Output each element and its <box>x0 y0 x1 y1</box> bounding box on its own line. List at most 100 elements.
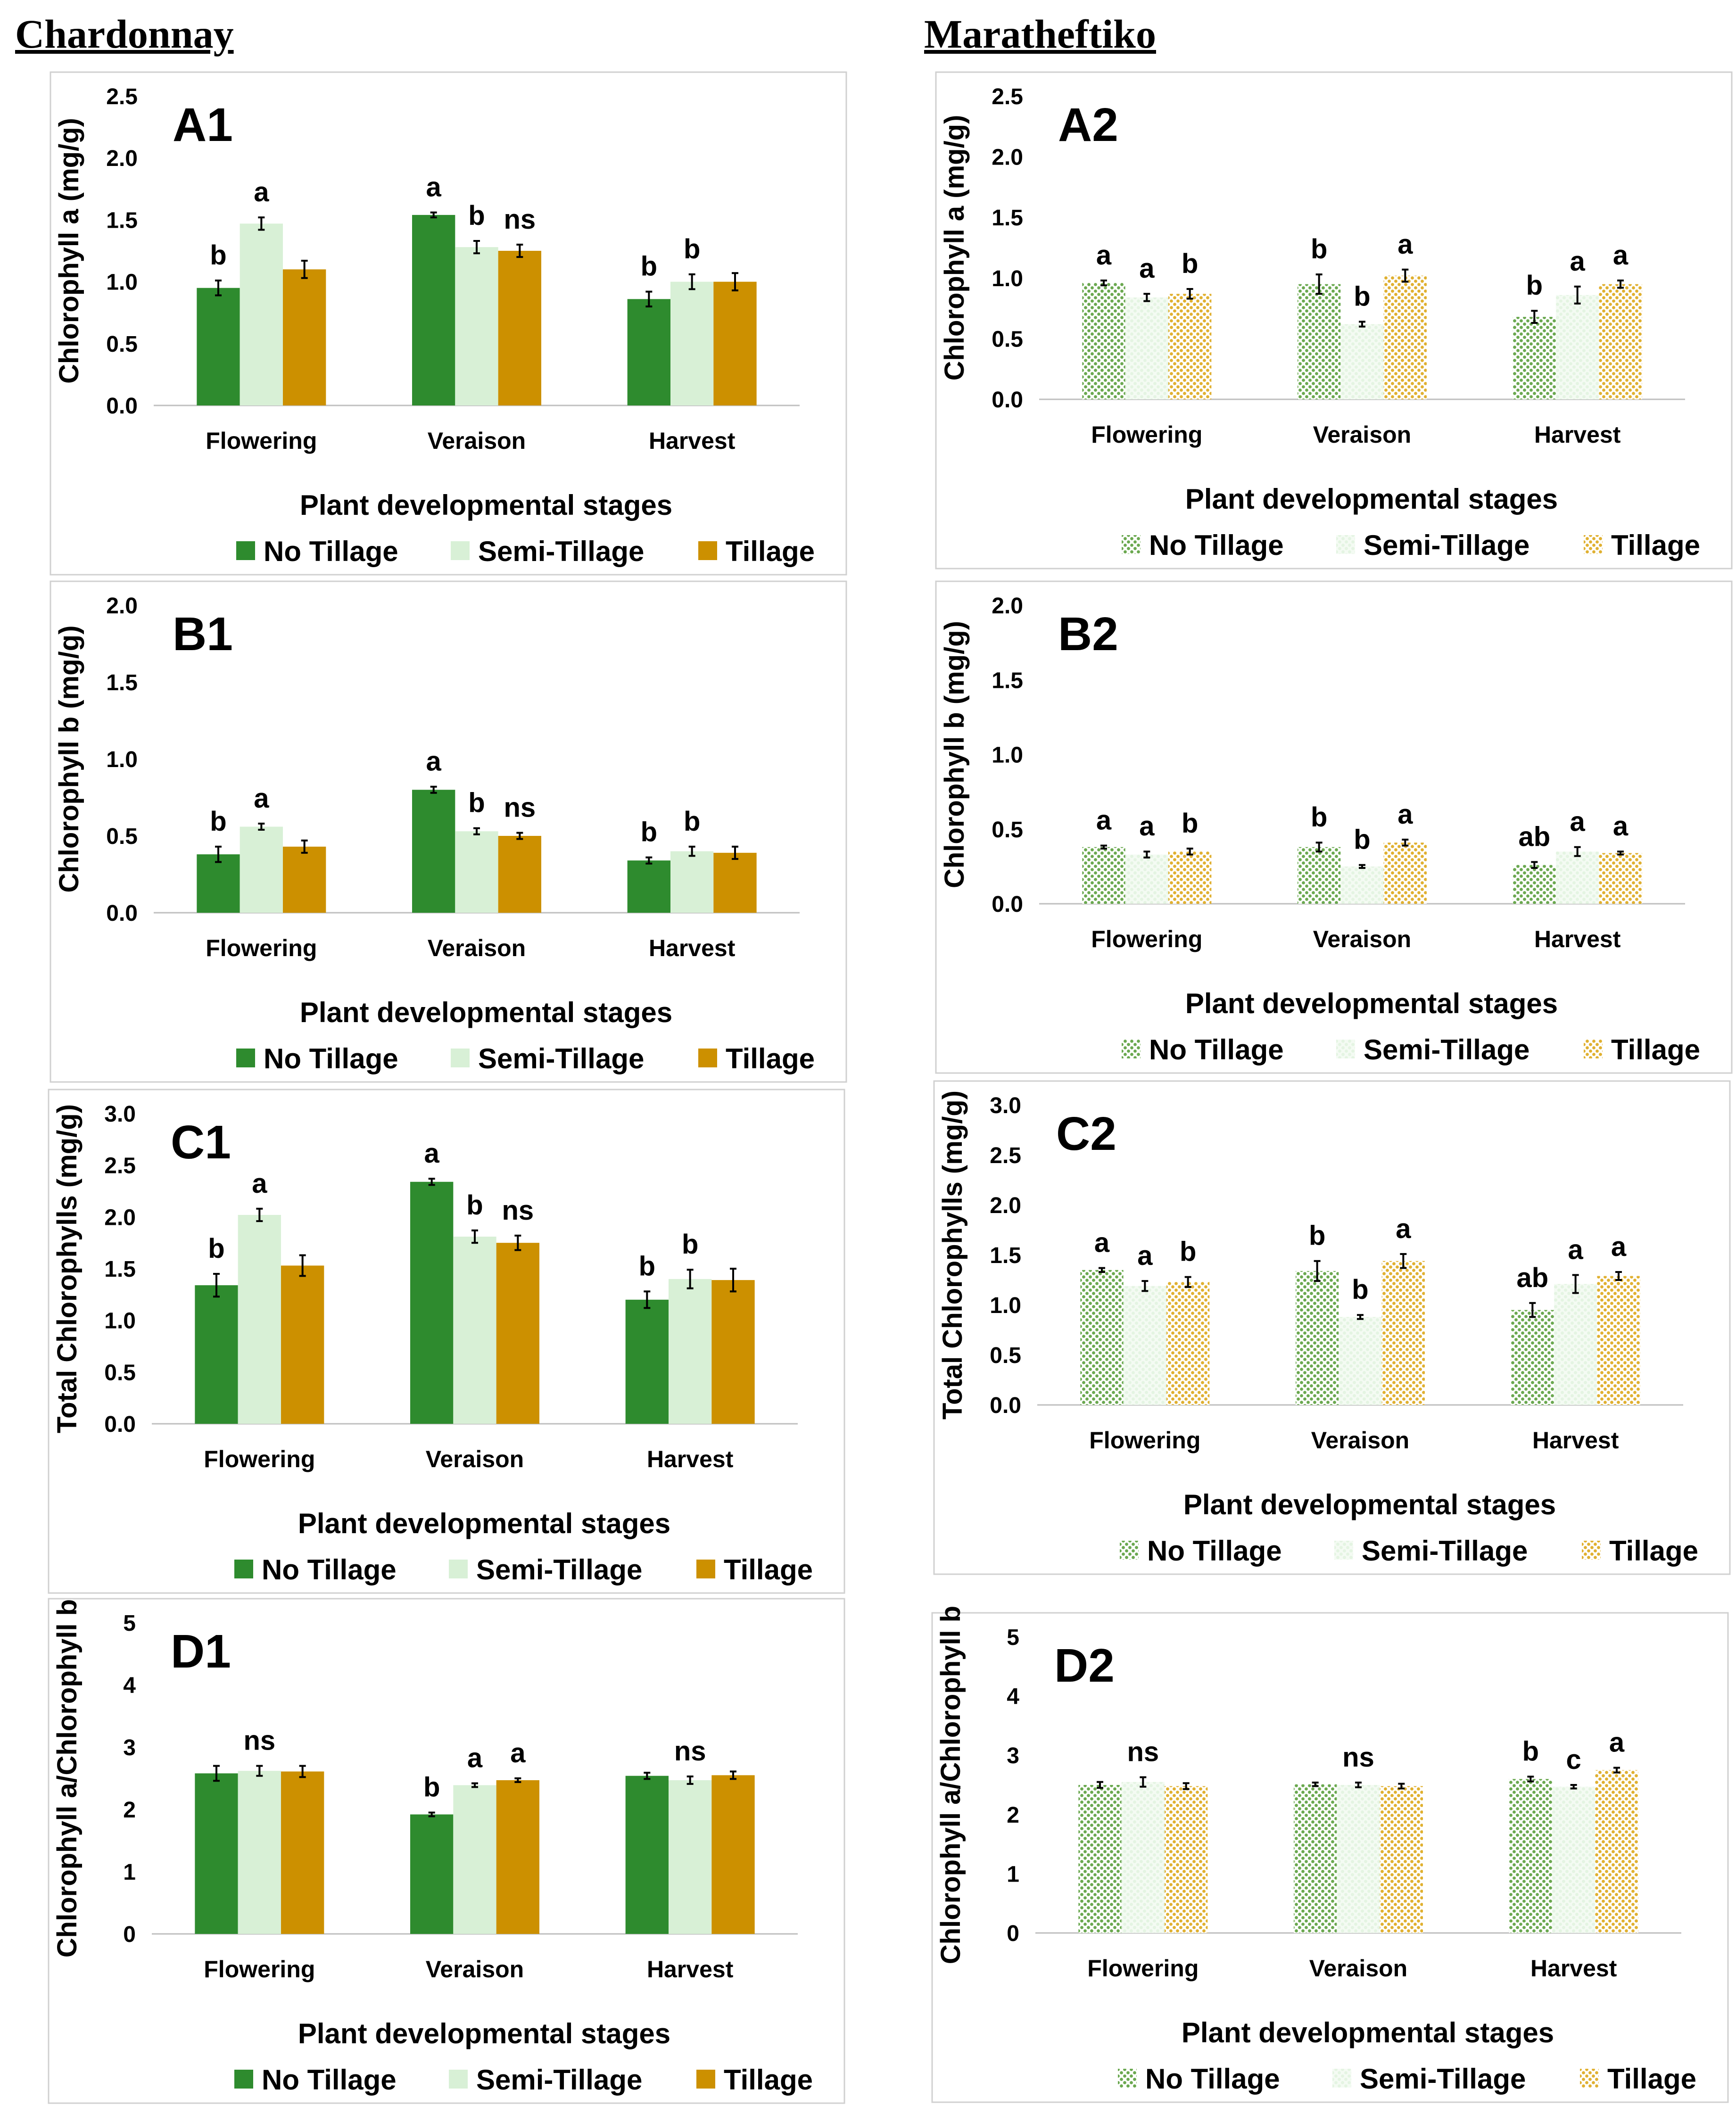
legend-label: No Tillage <box>1149 529 1284 561</box>
bar-no-tillage <box>625 1299 669 1424</box>
legend-label: Semi-Tillage <box>476 2064 642 2096</box>
significance-letter: a <box>1611 1231 1627 1262</box>
panel-label: C1 <box>171 1116 231 1169</box>
error-bar <box>1529 1302 1536 1318</box>
significance-letter: b <box>1354 281 1370 312</box>
y-tick-label: 1.5 <box>992 206 1023 231</box>
significance-letter: a <box>1568 1234 1584 1265</box>
x-tick-label: Flowering <box>1087 1955 1199 1982</box>
legend-label: No Tillage <box>264 1043 398 1074</box>
y-axis-label: Chlorophyll a (mg/g) <box>54 118 84 384</box>
significance-letter: a <box>252 1168 267 1199</box>
y-axis-label: Total Chlorophylls (mg/g) <box>937 1090 968 1420</box>
y-tick-label: 1.0 <box>106 270 138 295</box>
heading-maratheftiko: Maratheftiko <box>924 11 1156 57</box>
significance-letter: ab <box>1516 1263 1548 1293</box>
y-axis-label: Chlorophyll a/Chlorophyll b <box>935 1606 966 1964</box>
significance-letter: b <box>1311 234 1327 264</box>
significance-letter: b <box>641 251 657 282</box>
error-bar <box>1359 864 1365 869</box>
error-bar <box>645 290 653 308</box>
error-bar <box>644 1290 651 1309</box>
legend-swatch-semi-tillage <box>449 1560 468 1578</box>
y-tick-label: 2.0 <box>104 1205 136 1230</box>
significance-letter: b <box>423 1772 440 1803</box>
error-bar <box>1355 1781 1362 1789</box>
error-bar <box>1400 1253 1407 1269</box>
legend-swatch-semi-tillage <box>1336 535 1355 554</box>
error-bar <box>1402 268 1409 283</box>
error-bar <box>213 1272 220 1298</box>
error-bar <box>514 1234 521 1251</box>
x-axis-title: Plant developmental stages <box>298 1508 670 1539</box>
bar-semi-tillage <box>670 851 714 913</box>
y-tick-label: 1.5 <box>106 670 138 695</box>
error-bar <box>1531 861 1538 869</box>
significance-letter: b <box>682 1229 698 1260</box>
significance-letter: b <box>1309 1221 1325 1251</box>
y-tick-label: 0.5 <box>104 1360 136 1385</box>
x-tick-label: Harvest <box>1534 926 1621 952</box>
error-bar <box>732 845 738 860</box>
significance-letter: ns <box>243 1726 275 1756</box>
error-bar <box>1186 288 1193 300</box>
y-tick-label: 1.5 <box>992 668 1023 693</box>
bar-tillage <box>713 281 757 405</box>
panel-label: D2 <box>1054 1639 1115 1692</box>
bar-tillage <box>498 836 541 913</box>
legend-swatch-no-tillage <box>1118 2069 1137 2088</box>
bar-tillage <box>1599 853 1642 904</box>
legend-label: Tillage <box>1607 2063 1696 2095</box>
significance-letter: ab <box>1518 821 1550 852</box>
x-tick-label: Veraison <box>428 935 526 961</box>
x-tick-label: Flowering <box>1089 1427 1200 1453</box>
bar-no-tillage <box>1298 847 1341 904</box>
legend-swatch-no-tillage <box>234 2070 253 2089</box>
bar-no-tillage <box>1078 1785 1122 1933</box>
significance-letter: b <box>468 200 485 231</box>
significance-letter: ns <box>504 792 536 823</box>
error-bar <box>1315 273 1323 295</box>
chart-panel-A1: 0.0 0.5 1.0 1.5 2.0 2.5 Chlorophyll a (mg/g) A1… <box>50 71 847 576</box>
bar-tillage <box>1380 1786 1423 1933</box>
bar-semi-tillage <box>1125 297 1168 399</box>
chart-panel-C2: 0.0 0.5 1.0 1.5 2.0 2.5 3.0 Total Chlorophylls … <box>933 1080 1731 1575</box>
error-bar <box>1357 1314 1364 1320</box>
legend-swatch-no-tillage <box>1120 1541 1139 1560</box>
error-bar <box>301 839 308 854</box>
x-tick-label: Flowering <box>1091 421 1202 448</box>
significance-letter: b <box>1354 825 1370 855</box>
y-tick-label: 2.5 <box>104 1154 136 1179</box>
legend-swatch-no-tillage <box>1122 535 1141 554</box>
bar-semi-tillage <box>453 1785 496 1934</box>
error-bar <box>258 822 265 831</box>
significance-letter: b <box>1311 802 1327 833</box>
y-tick-label: 2.0 <box>990 1193 1021 1218</box>
x-axis-title: Plant developmental stages <box>1185 988 1558 1019</box>
bar-semi-tillage <box>669 1780 712 1934</box>
significance-letter: a <box>1096 240 1112 271</box>
bar-tillage <box>1166 1282 1210 1405</box>
error-bar <box>1315 842 1323 853</box>
bar-semi-tillage <box>240 826 283 913</box>
bar-no-tillage <box>410 1814 454 1934</box>
bar-semi-tillage <box>1340 866 1384 904</box>
y-tick-label: 2.0 <box>992 145 1023 170</box>
bar-tillage <box>1168 851 1212 904</box>
panel-label: B1 <box>173 608 233 661</box>
error-bar <box>514 1777 521 1783</box>
significance-letter: b <box>210 806 226 837</box>
y-tick-label: 0.0 <box>106 394 138 419</box>
error-bar <box>645 856 653 865</box>
error-bar <box>473 827 480 835</box>
error-bar <box>1531 310 1538 324</box>
legend-swatch-no-tillage <box>236 1049 255 1067</box>
error-bar <box>215 279 222 297</box>
legend-label: Tillage <box>726 1043 815 1074</box>
legend-label: No Tillage <box>1147 1535 1282 1567</box>
bar-no-tillage <box>1511 1310 1554 1405</box>
significance-letter: b <box>1180 1237 1196 1267</box>
legend-swatch-semi-tillage <box>1334 1541 1353 1560</box>
x-axis-title: Plant developmental stages <box>298 2018 670 2049</box>
